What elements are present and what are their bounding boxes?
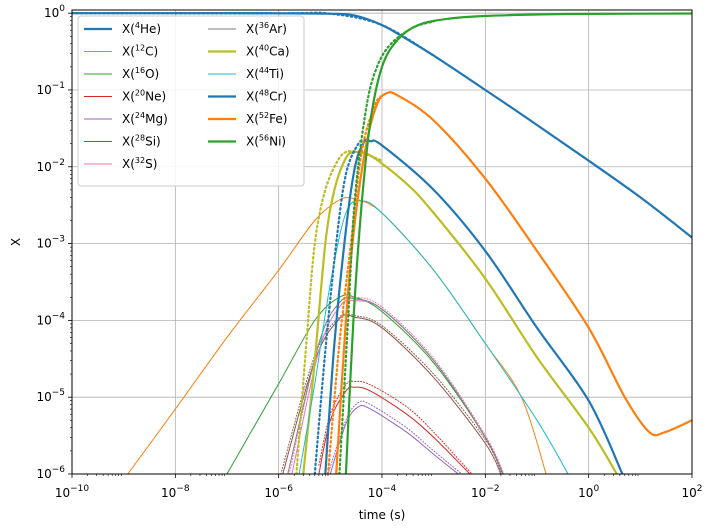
x-axis: 10−10 10−8 10−6 10−4 10−2 100 102 xyxy=(55,474,703,500)
series-x52fe-dotted-line xyxy=(326,94,384,474)
series-x4he-line xyxy=(72,12,692,239)
x-tick-label: 102 xyxy=(681,484,702,500)
legend-entry: X(12C) xyxy=(122,44,158,59)
y-tick-label: 10−3 xyxy=(36,235,65,251)
x-tick-label: 100 xyxy=(578,484,599,500)
series-x20ne-dotted-line xyxy=(318,380,473,474)
series-x28si-line xyxy=(282,314,502,474)
series-x36ar-line xyxy=(287,297,504,474)
legend-entry: X(40Ca) xyxy=(246,44,290,59)
y-tick-label: 10−5 xyxy=(36,388,65,404)
legend-box xyxy=(77,15,305,187)
y-tick-label: 10−2 xyxy=(36,158,65,174)
y-tick-label: 10−1 xyxy=(36,81,65,97)
series-x56ni-line xyxy=(344,12,692,474)
series-x28si-dotted-line xyxy=(280,312,503,474)
legend-entry: X(4He) xyxy=(122,21,161,36)
legend-entry: X(36Ar) xyxy=(246,21,287,36)
series-x20ne-line xyxy=(318,386,471,474)
legend-entry: X(24Mg) xyxy=(122,111,168,126)
series-x44ti-line xyxy=(298,200,569,474)
legend-entry: X(52Fe) xyxy=(246,111,287,126)
legend-entry: X(32S) xyxy=(122,156,157,171)
y-tick-label: 10−6 xyxy=(36,465,65,481)
series-x40ca-line xyxy=(302,150,618,474)
y-axis: 10−6 10−5 10−4 10−3 10−2 10−1 100 xyxy=(36,4,72,481)
y-tick-label: 10−4 xyxy=(36,311,65,327)
x-tick-label: 10−6 xyxy=(264,484,293,500)
series-x48cr-dotted-line xyxy=(313,139,368,474)
series-group xyxy=(72,11,692,474)
y-axis-label: X xyxy=(9,238,23,246)
series-x52fe-line xyxy=(335,91,692,474)
series-x24mg-dotted-line xyxy=(327,400,463,474)
x-tick-label: 10−8 xyxy=(161,484,190,500)
x-tick-label: 10−10 xyxy=(55,484,90,500)
legend-entry: X(20Ne) xyxy=(122,89,166,104)
legend-entry: X(48Cr) xyxy=(246,89,287,104)
x-axis-label: time (s) xyxy=(359,508,406,522)
series-x24mg-line xyxy=(329,404,459,474)
legend-entry: X(16O) xyxy=(122,66,159,81)
y-tick-label: 100 xyxy=(44,4,65,20)
series-x48cr-line xyxy=(324,138,624,474)
series-x40ca-dotted-line xyxy=(295,149,384,474)
x-tick-label: 10−2 xyxy=(471,484,500,500)
x-tick-label: 10−4 xyxy=(368,484,397,500)
legend-entry: X(28Si) xyxy=(122,134,161,149)
series-x16o-line xyxy=(226,294,504,474)
legend: X(4He) X(12C) X(16O) X(20Ne) X(24Mg) X(28Si) X… xyxy=(77,15,305,187)
legend-entry: X(56Ni) xyxy=(246,134,286,149)
legend-entry: X(44Ti) xyxy=(246,66,284,81)
